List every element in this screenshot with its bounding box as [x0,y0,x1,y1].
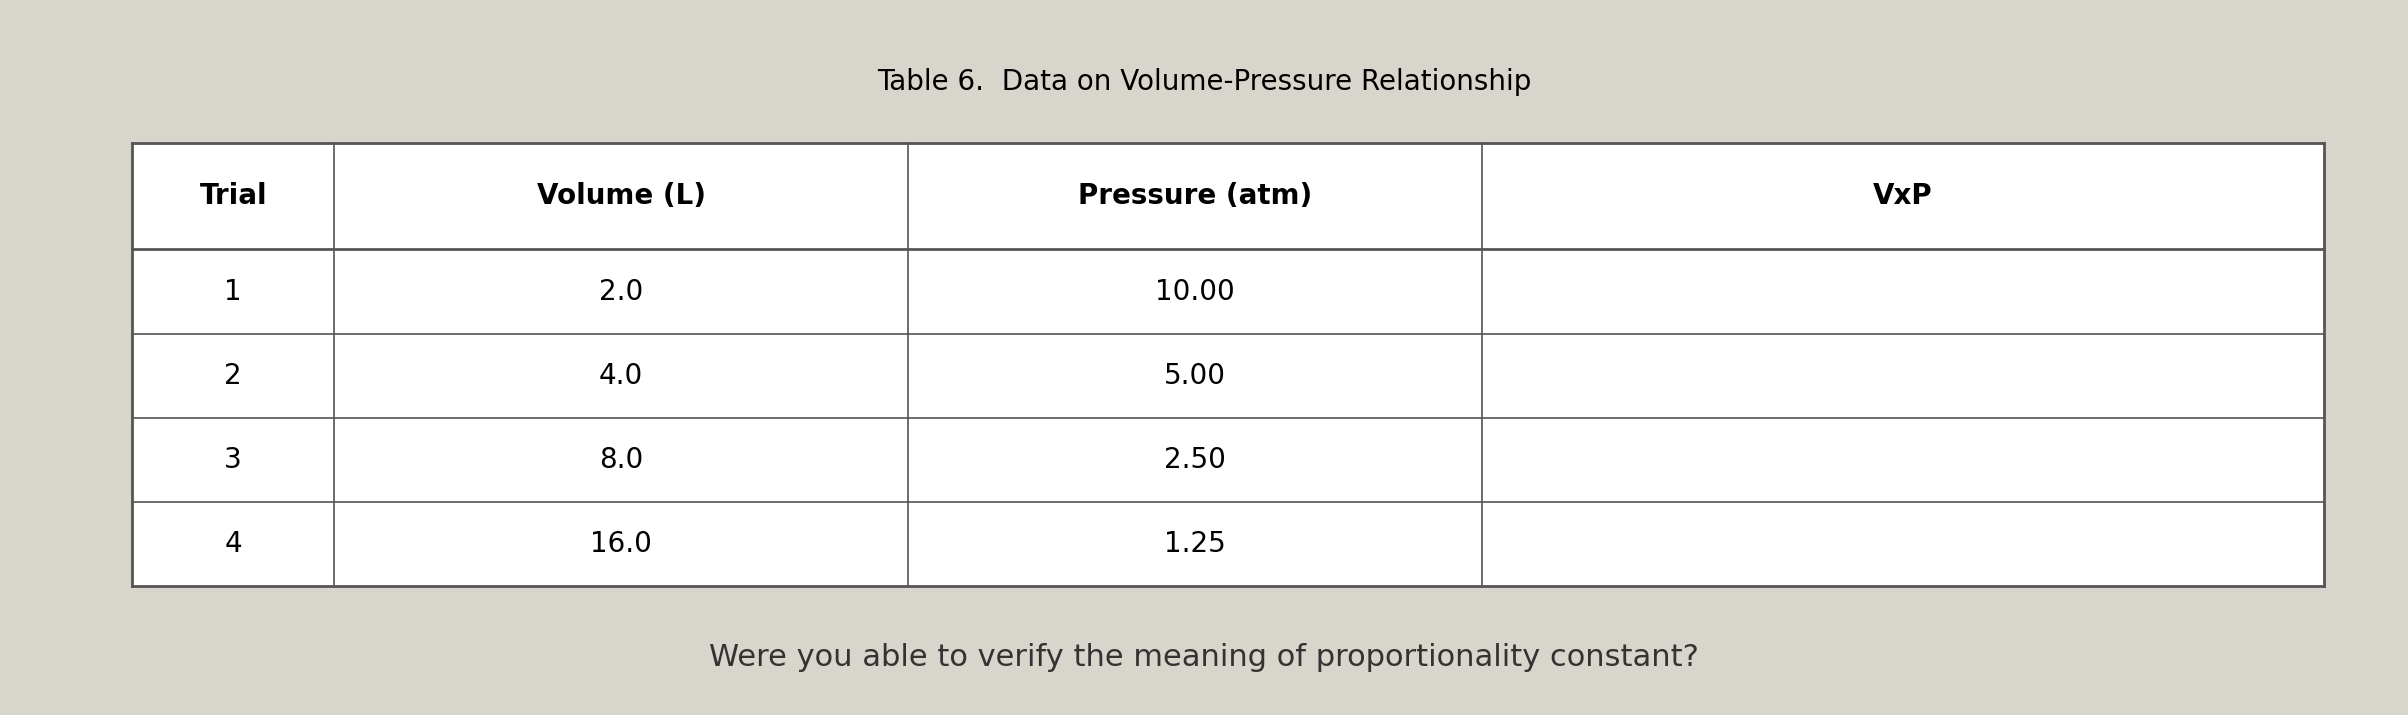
Text: Were you able to verify the meaning of proportionality constant?: Were you able to verify the meaning of p… [708,644,1700,672]
Text: 8.0: 8.0 [600,446,643,474]
Text: 3: 3 [224,446,243,474]
Text: VxP: VxP [1873,182,1934,210]
Text: 5.00: 5.00 [1163,362,1226,390]
Text: 1.25: 1.25 [1165,531,1226,558]
Text: 2.50: 2.50 [1165,446,1226,474]
Text: 2: 2 [224,362,243,390]
Text: 16.0: 16.0 [590,531,653,558]
Text: Trial: Trial [200,182,267,210]
Text: 4.0: 4.0 [600,362,643,390]
Text: 2.0: 2.0 [600,277,643,305]
Text: Pressure (atm): Pressure (atm) [1079,182,1312,210]
Text: Table 6.  Data on Volume-Pressure Relationship: Table 6. Data on Volume-Pressure Relatio… [877,68,1531,97]
Text: 4: 4 [224,531,243,558]
Text: 10.00: 10.00 [1156,277,1235,305]
Text: Volume (L): Volume (L) [537,182,706,210]
Text: 1: 1 [224,277,243,305]
